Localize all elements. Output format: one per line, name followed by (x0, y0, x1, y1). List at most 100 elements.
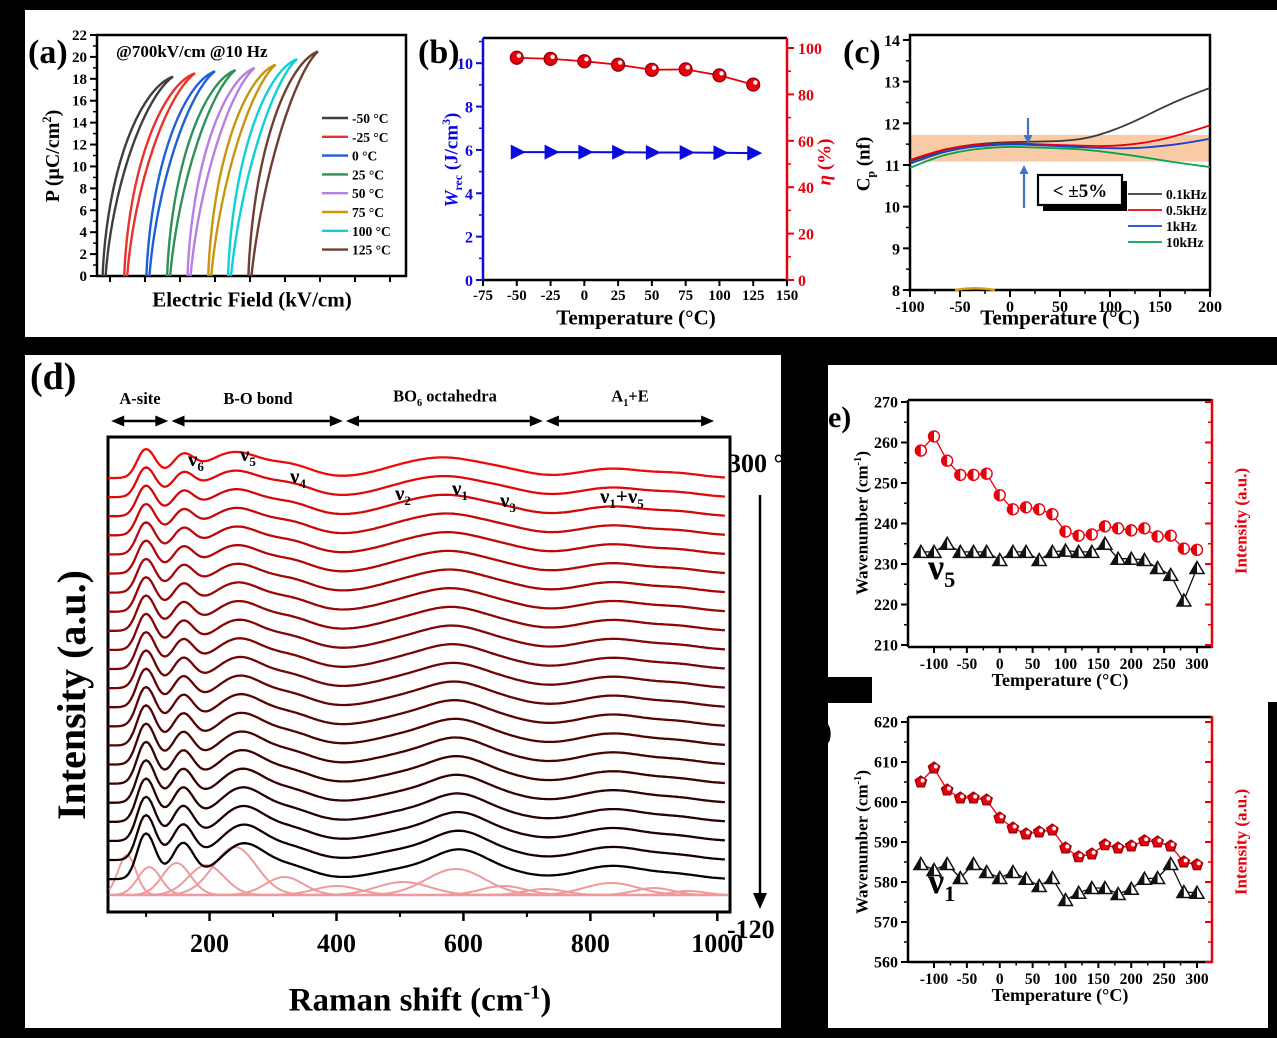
raman-spectrum-160C (108, 576, 725, 613)
panel-d-x-axis-title: Raman shift (cm-1) (288, 981, 552, 1019)
panel-f-mode-label: ν1 (928, 861, 956, 907)
pe-loop--50 °C (101, 75, 174, 277)
svg-text:400: 400 (317, 929, 356, 958)
peak-label-v2: ν2 (395, 481, 411, 509)
svg-text:-100: -100 (920, 971, 949, 988)
raman-spectrum-100C (108, 630, 725, 671)
svg-text:10: 10 (457, 56, 473, 73)
chart-d: 200 400 600 800 1000 (106, 415, 767, 958)
svg-text:580: 580 (874, 875, 898, 892)
svg-text:50: 50 (1025, 656, 1041, 673)
cp-curve-10kHz (909, 146, 1211, 169)
svg-text:0: 0 (80, 269, 88, 285)
svg-text:8: 8 (80, 181, 88, 197)
raman-spectrum--80C (108, 795, 725, 843)
svg-text:6: 6 (80, 203, 88, 219)
svg-text:0.1kHz: 0.1kHz (1166, 187, 1207, 202)
panel-b-x-axis-title: Temperature (°C) (556, 305, 716, 330)
svg-text:0: 0 (798, 273, 806, 290)
svg-text:-25: -25 (541, 288, 561, 304)
panel-c-y-axis-title: Cp (nf) (853, 136, 878, 192)
cp-curve-0.5kHz (909, 124, 1211, 161)
panel-e-label: (e) (828, 401, 852, 434)
wrec-marker (679, 145, 695, 161)
raman-spectrum-220C (108, 521, 725, 556)
svg-text:100: 100 (798, 41, 822, 58)
region-label-b-o-bond: B-O bond (223, 388, 293, 408)
panel-a-label: (a) (28, 34, 68, 71)
collage-black-sliver (1268, 702, 1277, 1028)
svg-text:0.5kHz: 0.5kHz (1166, 203, 1207, 218)
panel-b-label: (b) (418, 34, 460, 71)
panel-a-annotation: @700kV/cm @10 Hz (116, 42, 268, 61)
f-intensity-line (920, 766, 1198, 866)
svg-text:150: 150 (1087, 656, 1111, 673)
svg-text:600: 600 (874, 795, 898, 812)
panel-f-right-axis-title: Intensity (a.u.) (1231, 788, 1251, 896)
raman-spectrum--40C (108, 759, 725, 804)
svg-text:-75: -75 (473, 288, 493, 304)
region-label-a-site: A-site (119, 388, 161, 408)
svg-text:200: 200 (1198, 299, 1222, 316)
panel-d-box: 200 400 600 800 1000 (d) A-site B-O bond BO6… (25, 355, 781, 1028)
svg-text:14: 14 (884, 33, 900, 50)
svg-text:300: 300 (1185, 971, 1209, 988)
svg-text:210: 210 (874, 638, 898, 655)
svg-text:-50: -50 (957, 971, 978, 988)
panel-d-label: (d) (30, 356, 77, 398)
panel-e-x-axis-title: Temperature (°C) (991, 670, 1129, 690)
peak-label-v6: ν6 (188, 447, 204, 475)
panel-c-label: (c) (843, 34, 881, 71)
wrec-marker (612, 144, 628, 160)
svg-text:12: 12 (884, 116, 900, 133)
panel-ef-box: 210 220 230 240 250 260 270 -100 -50 0 50 100 150 200… (828, 365, 1277, 1028)
svg-text:150: 150 (776, 288, 799, 304)
svg-text:-25 °C: -25 °C (352, 130, 389, 145)
svg-text:230: 230 (874, 557, 898, 574)
region-label-bo6-octahedra: BO6 octahedra (393, 386, 497, 410)
svg-text:10: 10 (72, 159, 87, 175)
panel-e-right-axis-title: Intensity (a.u.) (1231, 467, 1251, 575)
svg-text:200: 200 (1120, 971, 1144, 988)
raman-spectrum-280C (108, 466, 725, 499)
svg-text:150: 150 (1148, 299, 1172, 316)
panel-e-y-axis-title: Wavenumber (cm-1) (852, 451, 872, 595)
wrec-marker (645, 145, 661, 161)
chart-a: 0 2 4 6 8 10 12 14 16 18 20 22 -50 °C -25 °C 0 °C 25 °C… (72, 28, 408, 285)
svg-text:0: 0 (1006, 299, 1014, 316)
svg-text:240: 240 (874, 516, 898, 533)
svg-text:570: 570 (874, 915, 898, 932)
peak-label-v4: ν4 (290, 464, 306, 492)
temperature-bottom-label: -120 °C (727, 915, 781, 944)
svg-text:11: 11 (885, 158, 900, 175)
raman-spectrum-200C (108, 539, 725, 575)
raman-spectrum-260C (108, 484, 725, 518)
svg-text:0: 0 (465, 273, 473, 290)
e-intensity-line (920, 435, 1198, 551)
panel-c-x-axis-title: Temperature (°C) (980, 305, 1140, 330)
f-wavenumber-line (920, 862, 1198, 901)
chart-c: 8 9 10 11 12 13 14 -100 -50 0 50 100 150 200 < ±5% 0.1k… (884, 33, 1222, 316)
svg-text:100: 100 (708, 288, 731, 304)
svg-text:50: 50 (644, 288, 659, 304)
svg-text:2: 2 (80, 247, 88, 263)
panel-f-x-axis-title: Temperature (°C) (991, 985, 1129, 1005)
pe-loop-25 °C (165, 68, 237, 277)
svg-text:100: 100 (1054, 656, 1078, 673)
svg-text:100: 100 (1054, 971, 1078, 988)
svg-text:560: 560 (874, 955, 898, 972)
raman-spectrum-60C (108, 667, 725, 709)
svg-text:4: 4 (465, 186, 473, 203)
svg-text:2: 2 (465, 230, 473, 247)
svg-text:-50: -50 (957, 656, 978, 673)
raman-waterfall-chart: 200 400 600 800 1000 (106, 415, 767, 958)
pe-loop--25 °C (123, 72, 196, 277)
raman-spectrum--60C (108, 777, 725, 823)
svg-text:10kHz: 10kHz (1166, 235, 1204, 250)
pink-deconvolution (108, 845, 728, 897)
svg-text:220: 220 (874, 597, 898, 614)
wrec-marker (510, 144, 526, 160)
raman-spectrum--20C (108, 740, 725, 785)
